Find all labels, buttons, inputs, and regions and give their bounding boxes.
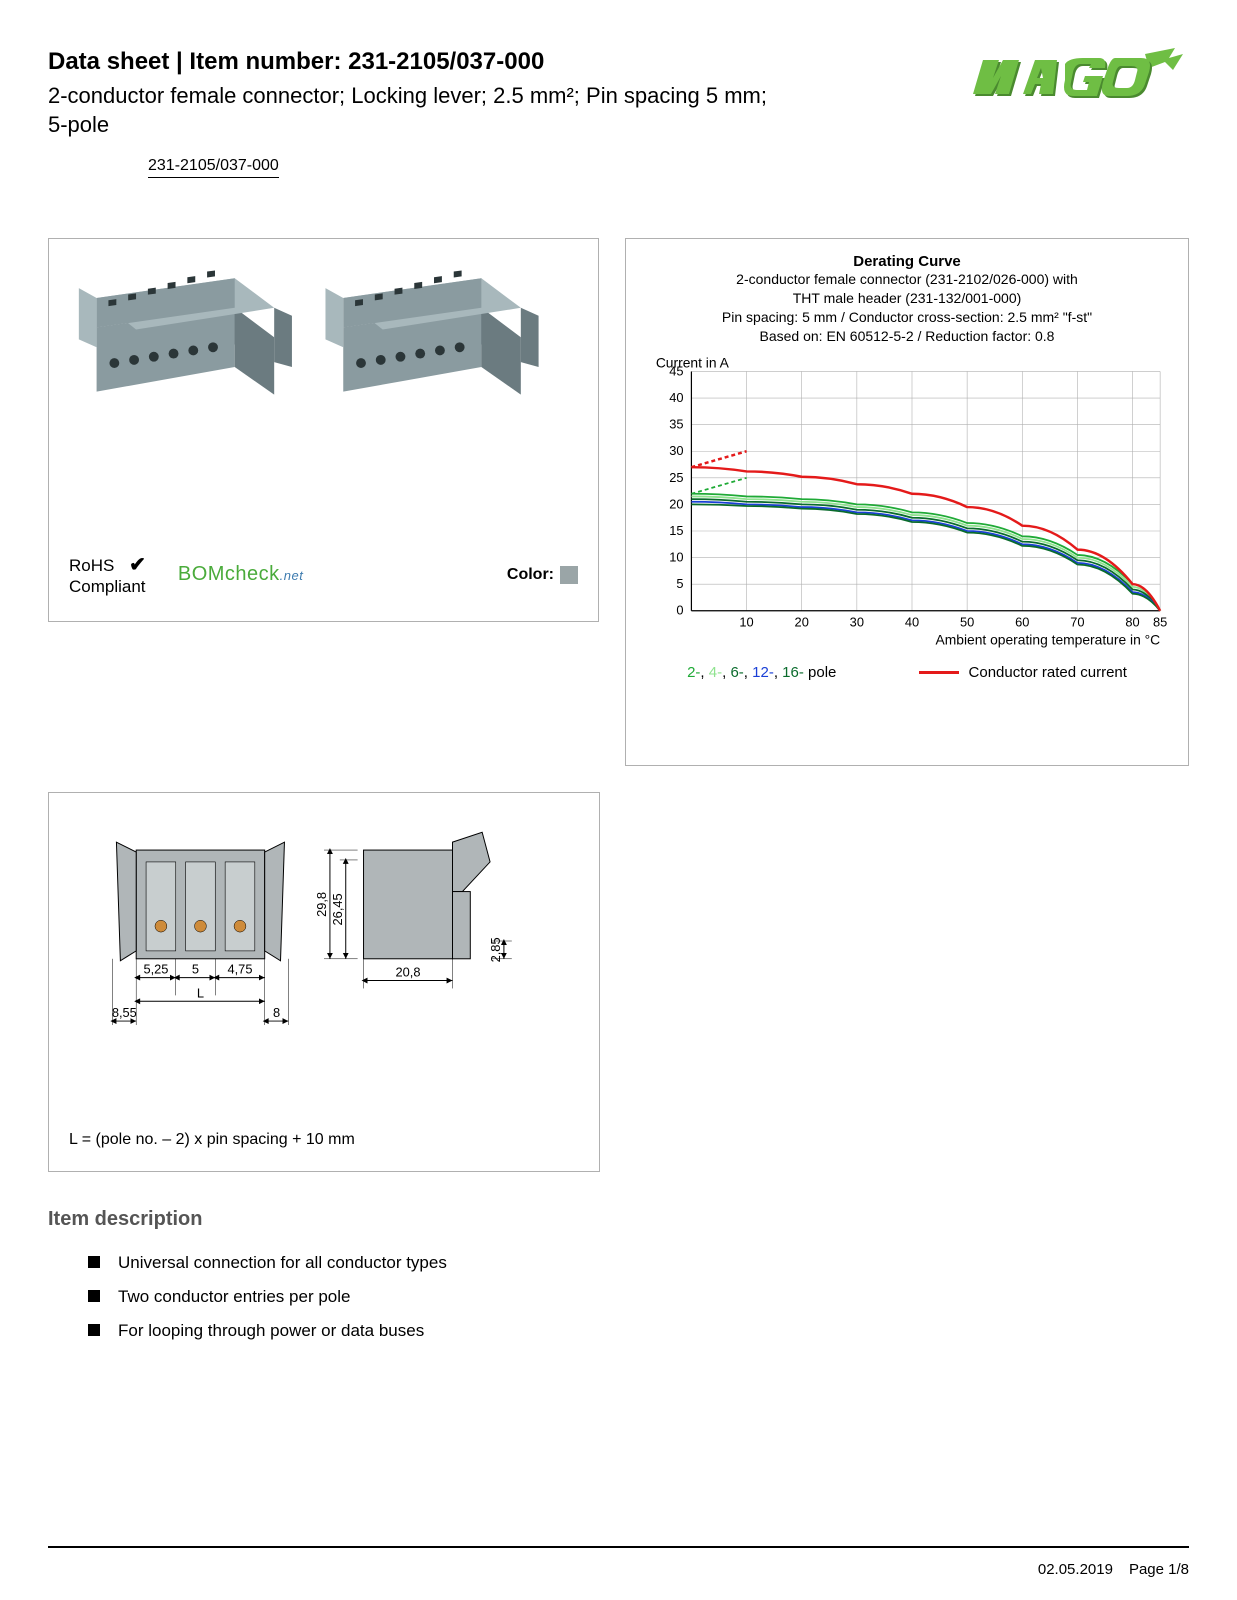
- color-indicator: Color:: [507, 566, 578, 584]
- dimensions-formula: L = (pole no. – 2) x pin spacing + 10 mm: [69, 1131, 355, 1149]
- chart-heading: Derating Curve 2-conductor female connec…: [640, 253, 1174, 346]
- svg-text:Ambient operating temperature: Ambient operating temperature in °C: [936, 631, 1161, 647]
- panels-row: RoHS ✔ Compliant BOMcheck.net Color: Der…: [48, 238, 1189, 766]
- wago-logo: [969, 48, 1189, 113]
- legend-pole-2: 2-: [687, 664, 700, 681]
- color-swatch: [560, 566, 578, 584]
- dimensions-drawing: 5,25 5 4,75 L 8,55 8 2,85 29,826,45 20,8: [67, 811, 581, 1071]
- legend-pole-16: 16-: [782, 664, 804, 681]
- svg-text:45: 45: [669, 363, 683, 378]
- description-item-0: Universal connection for all conductor t…: [88, 1253, 1189, 1273]
- rohs-label: RoHS ✔ Compliant: [69, 553, 146, 597]
- svg-text:40: 40: [905, 614, 919, 629]
- svg-text:26,45: 26,45: [330, 893, 345, 925]
- svg-text:20: 20: [795, 614, 809, 629]
- chart-title: Derating Curve: [640, 253, 1174, 270]
- svg-text:60: 60: [1015, 614, 1029, 629]
- svg-text:20: 20: [669, 496, 683, 511]
- legend-pole-12: 12-: [752, 664, 774, 681]
- derating-chart-panel: Derating Curve 2-conductor female connec…: [625, 238, 1189, 766]
- svg-text:5: 5: [192, 962, 199, 977]
- svg-text:20,8: 20,8: [396, 965, 421, 980]
- svg-text:L: L: [197, 986, 204, 1001]
- spacer: [1113, 1561, 1129, 1578]
- footer-page: Page 1/8: [1129, 1561, 1189, 1578]
- svg-text:15: 15: [669, 523, 683, 538]
- svg-text:40: 40: [669, 390, 683, 405]
- legend-rated-label: Conductor rated current: [969, 664, 1127, 681]
- legend-rated-line-icon: [919, 671, 959, 674]
- svg-text:2,85: 2,85: [488, 938, 503, 963]
- bomcheck-logo: BOMcheck.net: [178, 563, 304, 586]
- chart-sub3: Pin spacing: 5 mm / Conductor cross-sect…: [640, 308, 1174, 327]
- svg-text:8,55: 8,55: [112, 1005, 137, 1020]
- item-description-heading: Item description: [48, 1208, 1189, 1231]
- svg-text:50: 50: [960, 614, 974, 629]
- rohs-text2: Compliant: [69, 577, 146, 596]
- item-link-box: 231-2105/037-000: [148, 157, 969, 178]
- footer-rule: [48, 1546, 1189, 1548]
- product-render: [67, 257, 580, 477]
- dimensions-panel: 5,25 5 4,75 L 8,55 8 2,85 29,826,45 20,8 L = (po…: [48, 792, 600, 1172]
- svg-text:80: 80: [1125, 614, 1139, 629]
- compliance-row: RoHS ✔ Compliant BOMcheck.net Color:: [69, 553, 578, 597]
- bomcheck-text: BOMcheck: [178, 563, 280, 585]
- svg-text:70: 70: [1070, 614, 1084, 629]
- svg-text:85: 85: [1153, 614, 1167, 629]
- bomcheck-suffix: .net: [280, 568, 304, 583]
- svg-text:30: 30: [850, 614, 864, 629]
- svg-text:0: 0: [676, 602, 683, 617]
- header: Data sheet | Item number: 231-2105/037-0…: [48, 48, 1189, 178]
- legend-rated: Conductor rated current: [919, 664, 1127, 681]
- chart-sub2: THT male header (231-132/001-000): [640, 289, 1174, 308]
- check-icon: ✔: [129, 553, 146, 577]
- item-description-list: Universal connection for all conductor t…: [48, 1253, 1189, 1341]
- item-number-link[interactable]: 231-2105/037-000: [148, 157, 279, 178]
- svg-text:35: 35: [669, 416, 683, 431]
- svg-text:30: 30: [669, 443, 683, 458]
- color-label: Color:: [507, 566, 554, 584]
- description-item-1: Two conductor entries per pole: [88, 1287, 1189, 1307]
- svg-text:25: 25: [669, 470, 683, 485]
- product-image-panel: RoHS ✔ Compliant BOMcheck.net Color:: [48, 238, 599, 622]
- svg-text:5: 5: [676, 576, 683, 591]
- legend-pole-6: 6-: [730, 664, 743, 681]
- chart-sub4: Based on: EN 60512-5-2 / Reduction facto…: [640, 327, 1174, 346]
- derating-chart: Current in A 0 5 10 15 20 25 30 35 40 45 10 20 30 40 50…: [640, 352, 1174, 652]
- header-text-block: Data sheet | Item number: 231-2105/037-0…: [48, 48, 969, 178]
- svg-text:Current in A: Current in A: [656, 354, 730, 370]
- svg-text:10: 10: [739, 614, 753, 629]
- description-item-2: For looping through power or data buses: [88, 1321, 1189, 1341]
- svg-text:5,25: 5,25: [143, 962, 168, 977]
- datasheet-subtitle: 2-conductor female connector; Locking le…: [48, 82, 788, 139]
- datasheet-title: Data sheet | Item number: 231-2105/037-0…: [48, 48, 969, 76]
- footer-date: 02.05.2019: [1038, 1561, 1113, 1578]
- svg-text:4,75: 4,75: [227, 962, 252, 977]
- rohs-text1: RoHS: [69, 556, 114, 575]
- legend-pole-4: 4-: [709, 664, 722, 681]
- footer: 02.05.2019 Page 1/8: [48, 1553, 1189, 1578]
- legend-poles: 2-, 4-, 6-, 12-, 16- pole: [687, 664, 836, 681]
- svg-text:29,8: 29,8: [314, 892, 329, 917]
- svg-text:10: 10: [669, 549, 683, 564]
- svg-text:8: 8: [273, 1005, 280, 1020]
- chart-sub1: 2-conductor female connector (231-2102/0…: [640, 270, 1174, 289]
- chart-legend: 2-, 4-, 6-, 12-, 16- pole Conductor rate…: [640, 656, 1174, 681]
